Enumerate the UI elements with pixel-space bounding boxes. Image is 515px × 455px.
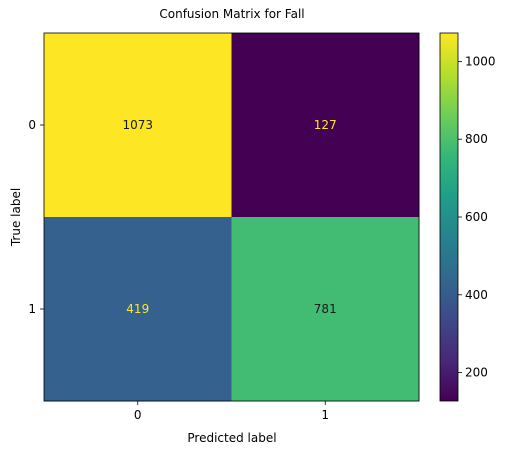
colorbar-tick-label: 800 xyxy=(465,132,488,146)
chart-title: Confusion Matrix for Fall xyxy=(159,7,304,21)
y-axis-ticks: 01 xyxy=(28,118,44,316)
cell-value-labels: 1073 127 419 781 xyxy=(122,118,336,316)
heatmap-cell xyxy=(231,217,420,402)
heatmap-cell xyxy=(44,33,232,218)
cell-value-label: 127 xyxy=(314,118,337,132)
cell-value-label: 419 xyxy=(126,302,149,316)
x-tick-label: 1 xyxy=(321,408,329,422)
colorbar-ticks: 200 400 600 800 1000 xyxy=(458,54,496,380)
colorbar-tick-label: 600 xyxy=(465,210,488,224)
colorbar-tick-label: 400 xyxy=(465,288,488,302)
y-tick-label: 0 xyxy=(28,118,36,132)
heatmap-cells xyxy=(44,33,420,402)
heatmap-cell xyxy=(44,217,232,402)
y-tick-label: 1 xyxy=(28,302,36,316)
colorbar xyxy=(439,32,459,402)
plot-frame xyxy=(43,32,420,402)
colorbar-tick-label: 200 xyxy=(465,366,488,380)
cell-value-label: 1073 xyxy=(122,118,153,132)
cell-value-label: 781 xyxy=(314,302,337,316)
x-axis-label: Predicted label xyxy=(187,431,276,445)
colorbar-tick-label: 1000 xyxy=(465,54,496,68)
heatmap-cell xyxy=(231,33,420,218)
y-axis-label: True label xyxy=(9,188,23,247)
x-tick-label: 0 xyxy=(134,408,142,422)
